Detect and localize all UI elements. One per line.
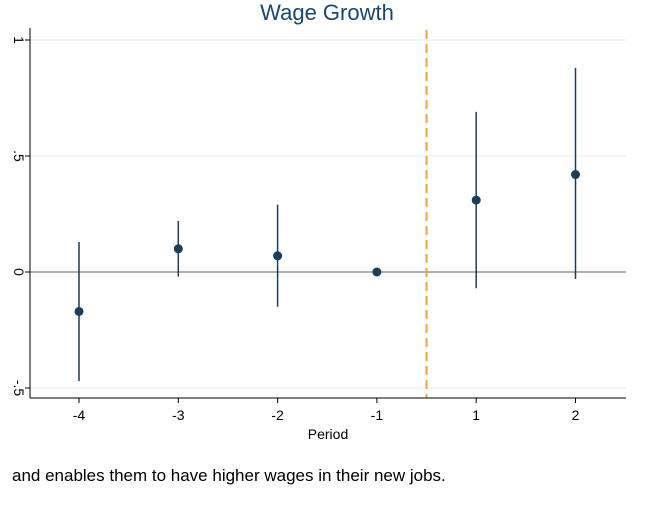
x-tick-label: 1 [472, 407, 480, 423]
chart: -.5 0 .5 1 -4 -3 -2 -1 1 2 Wage Growth Period [11, 0, 626, 442]
x-tick-label: -4 [73, 407, 86, 423]
x-tick-label: -3 [172, 407, 185, 423]
point-estimate [471, 195, 481, 205]
y-tick-label: .5 [11, 150, 27, 162]
x-ticks: -4 -3 -2 -1 1 2 [73, 398, 580, 423]
caption-text: and enables them to have higher wages in… [12, 466, 446, 485]
x-tick-label: -1 [371, 407, 384, 423]
x-tick-label: 2 [572, 407, 580, 423]
point-estimate [372, 267, 382, 277]
point-estimate [173, 244, 183, 254]
point-estimate [273, 251, 283, 261]
point-estimate [571, 170, 580, 180]
y-tick-label: 1 [11, 36, 27, 44]
y-tick-label: -.5 [11, 380, 27, 397]
data-series [74, 67, 580, 382]
grid-lines [30, 39, 626, 389]
x-axis-label: Period [308, 426, 348, 442]
chart-title: Wage Growth [260, 0, 394, 25]
y-ticks: -.5 0 .5 1 [11, 36, 30, 396]
x-tick-label: -2 [271, 407, 284, 423]
y-tick-label: 0 [11, 268, 27, 276]
point-estimate [74, 306, 84, 316]
